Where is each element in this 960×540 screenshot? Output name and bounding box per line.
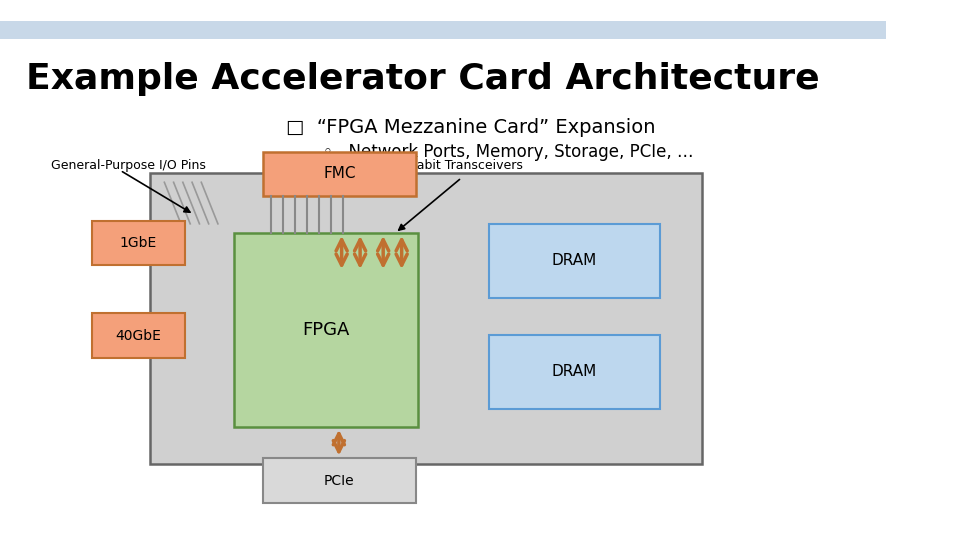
Text: DRAM: DRAM: [552, 253, 597, 268]
Text: FPGA: FPGA: [302, 321, 349, 339]
Text: 1GbE: 1GbE: [120, 236, 157, 250]
Bar: [0, 21, 886, 39]
Text: FMC: FMC: [324, 166, 355, 181]
Text: Multi-Gigabit Transceivers: Multi-Gigabit Transceivers: [360, 159, 523, 172]
Bar: [92, 313, 184, 357]
Bar: [490, 224, 660, 298]
Text: DRAM: DRAM: [552, 364, 597, 379]
Bar: [233, 233, 419, 427]
Text: PCIe: PCIe: [324, 474, 354, 488]
Bar: [490, 335, 660, 408]
Text: General-Purpose I/O Pins: General-Purpose I/O Pins: [51, 159, 205, 172]
Bar: [263, 152, 416, 196]
Bar: [150, 173, 702, 464]
Bar: [92, 221, 184, 265]
Text: Example Accelerator Card Architecture: Example Accelerator Card Architecture: [26, 62, 820, 96]
Text: 40GbE: 40GbE: [115, 328, 161, 342]
Text: ◦   Network Ports, Memory, Storage, PCIe, …: ◦ Network Ports, Memory, Storage, PCIe, …: [324, 143, 694, 160]
Bar: [263, 458, 416, 503]
Text: □  “FPGA Mezzanine Card” Expansion: □ “FPGA Mezzanine Card” Expansion: [286, 118, 656, 137]
